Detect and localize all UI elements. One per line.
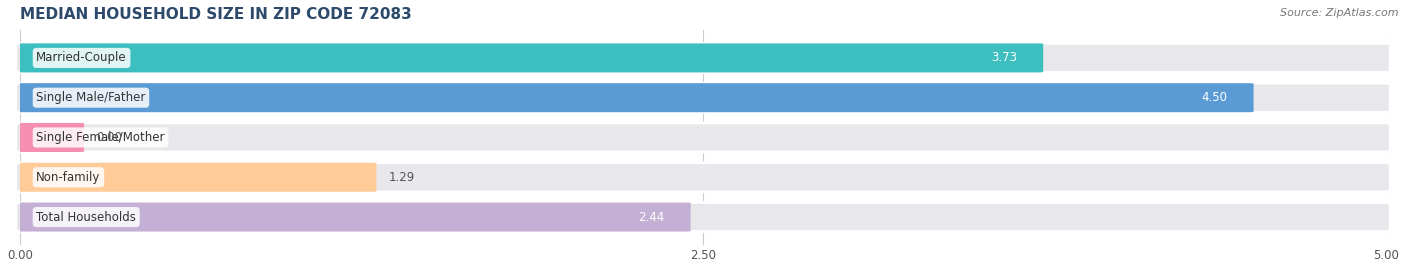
FancyBboxPatch shape [15, 203, 1391, 232]
FancyBboxPatch shape [15, 123, 84, 152]
FancyBboxPatch shape [15, 123, 1391, 152]
Text: 2.44: 2.44 [638, 211, 665, 224]
Text: 1.29: 1.29 [389, 171, 415, 184]
Text: 0.00: 0.00 [97, 131, 122, 144]
Text: 4.50: 4.50 [1202, 91, 1227, 104]
FancyBboxPatch shape [15, 203, 690, 232]
FancyBboxPatch shape [15, 43, 1391, 72]
Text: Married-Couple: Married-Couple [37, 51, 127, 64]
FancyBboxPatch shape [15, 163, 1391, 192]
Text: Source: ZipAtlas.com: Source: ZipAtlas.com [1281, 8, 1399, 18]
FancyBboxPatch shape [15, 43, 1043, 72]
Text: Total Households: Total Households [37, 211, 136, 224]
FancyBboxPatch shape [15, 83, 1254, 112]
Text: MEDIAN HOUSEHOLD SIZE IN ZIP CODE 72083: MEDIAN HOUSEHOLD SIZE IN ZIP CODE 72083 [20, 7, 412, 22]
Text: Non-family: Non-family [37, 171, 101, 184]
Text: 3.73: 3.73 [991, 51, 1017, 64]
Text: Single Male/Father: Single Male/Father [37, 91, 146, 104]
FancyBboxPatch shape [15, 83, 1391, 112]
Text: Single Female/Mother: Single Female/Mother [37, 131, 165, 144]
FancyBboxPatch shape [15, 163, 377, 192]
